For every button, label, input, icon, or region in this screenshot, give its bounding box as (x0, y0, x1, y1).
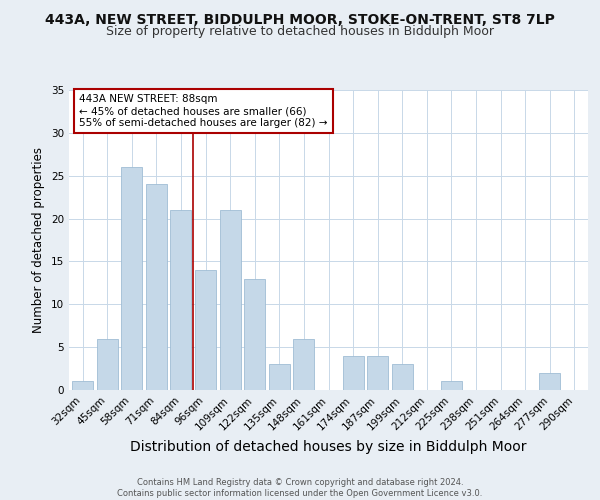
Bar (293, 338, 314, 390)
Bar (269, 364, 290, 390)
Bar (170, 210, 191, 390)
Bar (441, 382, 462, 390)
Text: 443A, NEW STREET, BIDDULPH MOOR, STOKE-ON-TRENT, ST8 7LP: 443A, NEW STREET, BIDDULPH MOOR, STOKE-O… (45, 12, 555, 26)
Bar (539, 373, 560, 390)
Text: Contains HM Land Registry data © Crown copyright and database right 2024.
Contai: Contains HM Land Registry data © Crown c… (118, 478, 482, 498)
Bar (367, 356, 388, 390)
Bar (195, 270, 216, 390)
Bar (220, 210, 241, 390)
X-axis label: Distribution of detached houses by size in Biddulph Moor: Distribution of detached houses by size … (130, 440, 527, 454)
Bar (392, 364, 413, 390)
Y-axis label: Number of detached properties: Number of detached properties (32, 147, 46, 333)
Bar (343, 356, 364, 390)
Text: 443A NEW STREET: 88sqm
← 45% of detached houses are smaller (66)
55% of semi-det: 443A NEW STREET: 88sqm ← 45% of detached… (79, 94, 328, 128)
Bar (97, 338, 118, 390)
Bar (72, 382, 93, 390)
Bar (146, 184, 167, 390)
Bar (244, 278, 265, 390)
Bar (121, 167, 142, 390)
Text: Size of property relative to detached houses in Biddulph Moor: Size of property relative to detached ho… (106, 25, 494, 38)
